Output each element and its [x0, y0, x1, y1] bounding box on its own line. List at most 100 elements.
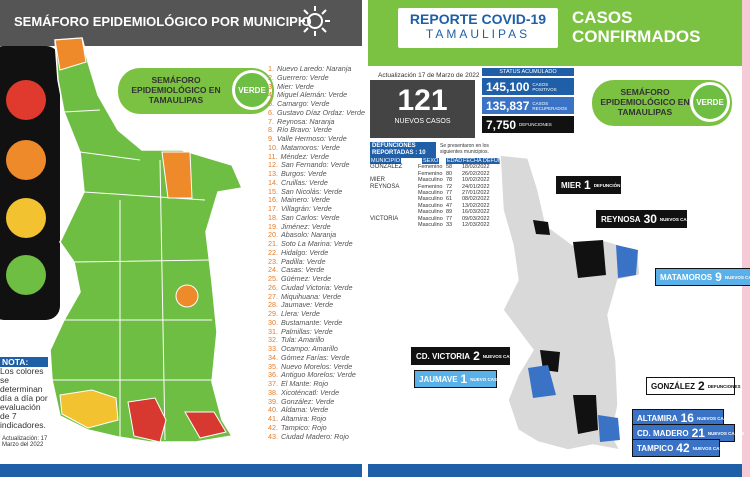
municipality-item: 15. San Nicolás: Verde — [268, 186, 365, 197]
municipality-item: 8. Río Bravo: Verde — [268, 125, 365, 135]
municipality-item: 9. Valle Hermoso: Verde — [268, 134, 365, 144]
badge-label: SEMÁFORO EPIDEMIOLÓGICO EN TAMAULIPAS — [600, 87, 690, 117]
municipality-number: 35. — [268, 361, 278, 371]
table-edad: 80 — [446, 170, 453, 177]
municipality-item: 6. Gustavo Díaz Ordaz: Verde — [268, 107, 366, 118]
municipality-number: 14. — [268, 177, 278, 187]
badge-status: VERDE — [690, 82, 730, 122]
status-label: CASOS RECUPERADOS — [532, 100, 568, 111]
left-updated: Actualización: 17 Marzo del 2022 — [2, 436, 48, 448]
municipality-number: 23. — [268, 256, 278, 266]
municipality-name: Miquihuana: Verde — [281, 291, 342, 301]
municipality-item: 2. Guerrero: Verde — [268, 73, 365, 83]
sun-icon — [300, 6, 330, 36]
municipality-name: Bustamante: Verde — [281, 317, 343, 327]
municipality-number: 30. — [268, 317, 278, 327]
table-sexo: Masculino — [418, 222, 443, 228]
municipality-number: 36. — [268, 370, 278, 380]
municipality-item: 11. Méndez: Verde — [268, 152, 365, 162]
table-sexo: Masculino — [418, 209, 443, 216]
municipality-name: Tampico: Rojo — [281, 422, 327, 432]
table-sexo: Masculino — [418, 196, 443, 203]
municipality-name: Jiménez: Verde — [281, 221, 331, 231]
area-orange — [54, 37, 87, 71]
municipality-item: 22. Hidalgo: Verde — [268, 247, 365, 258]
municipality-name: Ciudad Victoria: Verde — [281, 282, 353, 292]
municipality-item: 39. González: Verde — [268, 397, 365, 407]
municipality-item: 12. San Fernando: Verde — [268, 160, 365, 170]
light-yellow — [6, 198, 46, 238]
table-fecha: 16/03/2022 — [462, 209, 490, 216]
left-title: SEMÁFORO EPIDEMIOLÓGICO POR MUNICIPIO — [14, 14, 312, 29]
badge-label: SEMÁFORO EPIDEMIOLÓGICO EN TAMAULIPAS — [131, 75, 221, 105]
municipality-name: Miguel Alemán: Verde — [277, 90, 348, 100]
municipality-name: Gustavo Díaz Ordaz: Verde — [277, 107, 366, 117]
status-item: 145,100 CASOS POSITIVOS — [482, 78, 574, 95]
map-callout: CD. VICTORIA 2 NUEVOS CASOS — [411, 347, 519, 365]
municipality-item: 31. Palmillas: Verde — [268, 326, 365, 337]
municipality-number: 1. — [268, 64, 274, 73]
municipality-item: 34. Gómez Farías: Verde — [268, 352, 365, 363]
callout-label: NUEVOS CASOS — [659, 216, 697, 222]
municipality-number: 24. — [268, 265, 278, 275]
table-sexo: Masculino — [418, 177, 443, 184]
municipality-item: 35. Nuevo Morelos: Verde — [268, 361, 365, 372]
municipality-number: 5. — [268, 99, 274, 108]
municipality-item: 17. Villagrán: Verde — [268, 204, 365, 214]
municipality-name: Jaumave: Verde — [281, 300, 334, 310]
new-cases-label: NUEVOS CASOS — [394, 118, 451, 125]
municipality-name: Villagrán: Verde — [281, 204, 332, 213]
municipality-list: 1. Nuevo Laredo: Naranja 2. Guerrero: Verde… — [268, 64, 366, 442]
municipality-name: Río Bravo: Verde — [277, 125, 332, 135]
municipality-number: 21. — [268, 239, 278, 248]
municipality-name: Mier: Verde — [277, 81, 314, 91]
area-orange — [161, 151, 193, 199]
table-fecha: 24/01/2022 — [462, 183, 490, 190]
municipality-name: Palmillas: Verde — [281, 326, 333, 336]
municipality-item: 38. Xicoténcatl: Verde — [268, 387, 365, 398]
table-edad: 33 — [446, 222, 453, 228]
state-shape — [499, 154, 641, 452]
municipality-number: 20. — [268, 230, 278, 240]
deaths-title: DEFUNCIONES REPORTADAS : 10 — [370, 142, 436, 158]
municipality-number: 41. — [268, 414, 278, 423]
municipality-name: Gómez Farías: Verde — [281, 352, 350, 362]
area-orange — [175, 284, 199, 308]
callout-name: TAMPICO — [637, 443, 674, 453]
callout-name: CD. VICTORIA — [416, 351, 471, 361]
municipality-name: Hidalgo: Verde — [281, 247, 329, 257]
municipal-borders — [52, 109, 212, 441]
table-edad: 61 — [446, 196, 453, 203]
municipality-name: Reynosa: Naranja — [277, 116, 335, 126]
table-edad: 58 — [446, 164, 453, 171]
municipality-name: San Nicolás: Verde — [281, 186, 343, 196]
municipality-item: 18. San Carlos: Verde — [268, 212, 365, 223]
status-value: 7,750 — [486, 117, 517, 132]
status-label: DEFUNCIONES — [519, 122, 552, 127]
municipality-item: 43. Ciudad Madero: Rojo — [268, 432, 365, 442]
table-sexo: Masculino — [418, 202, 443, 209]
callout-label: NUEVOS CASOS — [692, 445, 729, 451]
callout-name: ALTAMIRA — [637, 413, 678, 423]
table-fecha: 13/02/2022 — [462, 202, 490, 209]
status-label: CASOS POSITIVOS — [532, 81, 557, 92]
light-red — [6, 80, 46, 120]
municipality-name: Soto La Marina: Verde — [281, 239, 353, 248]
municipality-item: 13. Burgos: Verde — [268, 169, 365, 179]
municipality-name: Llera: Verde — [281, 309, 320, 318]
right-updated: Actualización 17 de Marzo de 2022 — [378, 72, 480, 79]
map-callout: TAMPICO 42 NUEVOS CASOS — [632, 439, 729, 457]
municipality-name: Xicoténcatl: Verde — [281, 387, 340, 397]
area-blue — [616, 245, 638, 278]
light-green — [6, 255, 46, 295]
municipality-name: Mainero: Verde — [281, 195, 330, 205]
callout-label: NUEVO CASO — [470, 376, 501, 382]
municipality-item: 37. El Mante: Rojo — [268, 379, 365, 389]
callout-label: DEFUNCIONES — [707, 383, 741, 389]
table-edad: 89 — [446, 209, 453, 216]
municipality-name: San Carlos: Verde — [281, 212, 340, 222]
municipality-number: 28. — [268, 300, 278, 310]
table-fecha: 18/02/2022 — [462, 164, 490, 171]
deaths-table: MUNICIPIO SEXO EDAD FECHA DEFUNCIÓN GONZÁLEZ… — [370, 158, 517, 238]
